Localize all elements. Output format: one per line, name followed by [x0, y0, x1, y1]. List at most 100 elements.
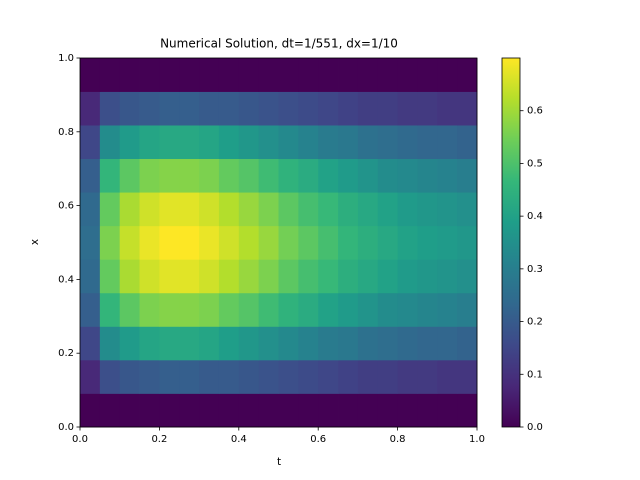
- heatmap-cell: [357, 58, 379, 92]
- x-tick-label: 0.6: [310, 434, 326, 445]
- plot-frame: [79, 57, 478, 428]
- heatmap-cell: [357, 326, 379, 361]
- heatmap-cell: [99, 259, 121, 294]
- heatmap-cell: [258, 192, 279, 227]
- heatmap-cell: [397, 192, 418, 227]
- heatmap-cell: [437, 192, 458, 227]
- heatmap-cell: [139, 158, 160, 193]
- heatmap-cell: [179, 326, 200, 361]
- heatmap-cell: [179, 292, 200, 327]
- heatmap-cell: [80, 292, 101, 327]
- heatmap-cell: [377, 393, 398, 428]
- heatmap-cell: [357, 292, 379, 327]
- heatmap-cell: [218, 259, 240, 294]
- heatmap-cell: [199, 359, 220, 394]
- heatmap-cell: [159, 158, 180, 193]
- heatmap-cell: [258, 225, 279, 260]
- heatmap-cell: [298, 259, 319, 294]
- colorbar-tick-label: 0.6: [527, 106, 543, 117]
- heatmap-cell: [258, 259, 279, 294]
- heatmap-cell: [298, 326, 319, 361]
- heatmap-cell: [199, 393, 220, 428]
- heatmap-cell: [199, 91, 220, 126]
- heatmap-cell: [437, 125, 458, 160]
- heatmap-cell: [258, 158, 279, 193]
- heatmap-cell: [457, 125, 478, 160]
- heatmap-cell: [298, 393, 319, 428]
- heatmap-cell: [457, 158, 478, 193]
- heatmap-cell: [437, 393, 458, 428]
- heatmap-cell: [159, 259, 180, 294]
- heatmap-cell: [318, 259, 339, 294]
- heatmap-cell: [457, 326, 478, 361]
- heatmap-cell: [80, 393, 101, 428]
- heatmap-cell: [377, 359, 398, 394]
- heatmap-cell: [377, 192, 398, 227]
- heatmap-cell: [238, 158, 260, 193]
- heatmap-cell: [417, 259, 438, 294]
- heatmap-cell: [258, 58, 279, 92]
- y-tick-label: 0.6: [58, 201, 74, 212]
- heatmap-cell: [139, 58, 160, 92]
- heatmap-cell: [278, 259, 299, 294]
- heatmap-cell: [278, 125, 299, 160]
- heatmap-cell: [218, 326, 240, 361]
- heatmap-cell: [457, 393, 478, 428]
- heatmap-cell: [318, 292, 339, 327]
- heatmap-cell: [417, 158, 438, 193]
- heatmap-cell: [238, 225, 260, 260]
- heatmap-cell: [377, 225, 398, 260]
- heatmap-cell: [139, 225, 160, 260]
- heatmap-cell: [457, 192, 478, 227]
- heatmap-cell: [99, 359, 121, 394]
- y-tick-label: 0.0: [58, 422, 74, 433]
- heatmap-cell: [357, 259, 379, 294]
- heatmap-cell: [139, 292, 160, 327]
- y-tick-label: 0.8: [58, 127, 74, 138]
- heatmap-cell: [99, 292, 121, 327]
- heatmap-cell: [119, 359, 140, 394]
- heatmap-cell: [159, 359, 180, 394]
- heatmap-cell: [238, 192, 260, 227]
- colorbar-tick-label: 0.1: [527, 369, 543, 380]
- heatmap-cell: [278, 192, 299, 227]
- heatmap-cell: [298, 359, 319, 394]
- heatmap-cell: [258, 125, 279, 160]
- heatmap-cell: [218, 125, 240, 160]
- heatmap-cell: [159, 91, 180, 126]
- heatmap-cell: [80, 125, 101, 160]
- heatmap-cell: [99, 125, 121, 160]
- heatmap-cell: [338, 359, 359, 394]
- heatmap-cell: [357, 393, 379, 428]
- heatmap-cell: [99, 192, 121, 227]
- y-tick-label: 1.0: [58, 53, 74, 64]
- heatmap-cell: [119, 58, 140, 92]
- heatmap-cell: [357, 158, 379, 193]
- heatmap-cell: [99, 393, 121, 428]
- heatmap-cell: [417, 326, 438, 361]
- heatmap-cell: [139, 393, 160, 428]
- heatmap-cell: [357, 192, 379, 227]
- x-tick-label: 0.2: [151, 434, 167, 445]
- heatmap-cell: [238, 58, 260, 92]
- heatmap-cell: [80, 359, 101, 394]
- heatmap-cell: [338, 259, 359, 294]
- heatmap-cell: [139, 359, 160, 394]
- heatmap-cell: [397, 225, 418, 260]
- colorbar-tick-label: 0.2: [527, 317, 543, 328]
- heatmap-cell: [437, 359, 458, 394]
- heatmap-cell: [437, 91, 458, 126]
- heatmap-cell: [338, 58, 359, 92]
- heatmap-cell: [318, 359, 339, 394]
- heatmap-cell: [258, 91, 279, 126]
- heatmap-cell: [457, 359, 478, 394]
- heatmap-cell: [218, 292, 240, 327]
- heatmap-cell: [80, 192, 101, 227]
- heatmap-cell: [338, 393, 359, 428]
- heatmap-cell: [80, 259, 101, 294]
- heatmap-cell: [397, 259, 418, 294]
- heatmap-cell: [80, 91, 101, 126]
- heatmap-cell: [179, 393, 200, 428]
- x-tick-label: 0.0: [72, 434, 88, 445]
